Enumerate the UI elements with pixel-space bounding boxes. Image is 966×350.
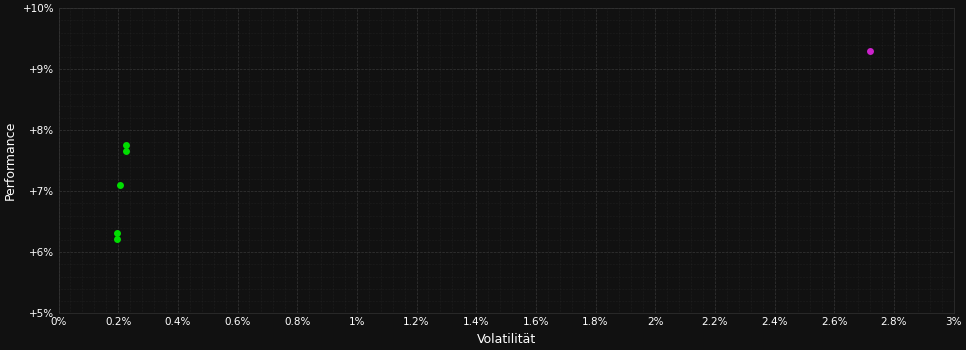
- Point: [109, 230, 125, 236]
- Point: [118, 142, 133, 148]
- Point: [112, 182, 128, 188]
- Point: [118, 149, 133, 154]
- Point: [109, 236, 125, 241]
- X-axis label: Volatilität: Volatilität: [476, 333, 536, 346]
- Y-axis label: Performance: Performance: [4, 121, 17, 200]
- Point: [863, 48, 878, 54]
